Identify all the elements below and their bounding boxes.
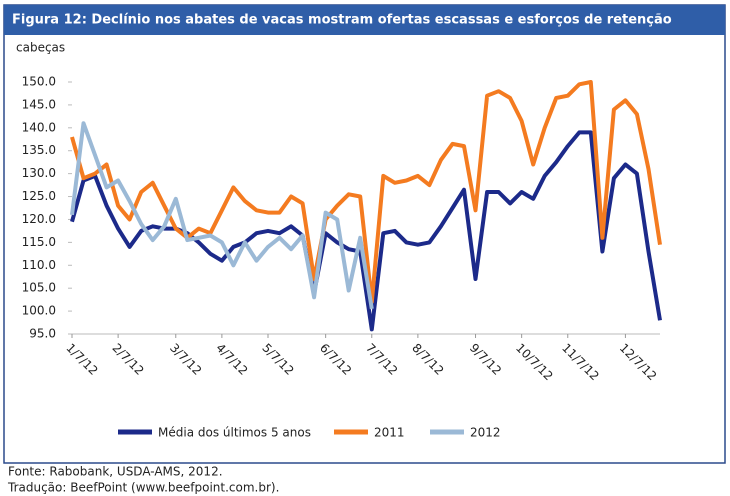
source: Tradução: BeefPoint (www.beefpoint.com.b… <box>7 481 279 495</box>
y-tick-label: 130.0 <box>22 166 56 180</box>
y-tick-label: 145.0 <box>22 97 56 111</box>
y-tick-label: 125.0 <box>22 189 56 203</box>
y-tick-label: 140.0 <box>22 120 56 134</box>
legend-label: 2012 <box>470 426 501 440</box>
source: Fonte: Rabobank, USDA-AMS, 2012. <box>8 465 223 479</box>
legend-label: 2011 <box>374 426 405 440</box>
legend-label: Média dos últimos 5 anos <box>158 426 311 440</box>
y-tick-label: 120.0 <box>22 212 56 226</box>
y-tick-label: 150.0 <box>22 75 56 89</box>
y-tick-label: 105.0 <box>22 281 56 295</box>
y-tick-label: 135.0 <box>22 143 56 157</box>
series-line <box>70 130 662 332</box>
y-axis-label: cabeças <box>16 41 65 55</box>
y-tick-label: 115.0 <box>22 235 56 249</box>
y-tick-label: 95.0 <box>29 327 56 341</box>
y-tick-label: 100.0 <box>22 304 56 318</box>
chart-title: Figura 12: Declínio nos abates de vacas … <box>12 13 672 28</box>
y-tick-label: 110.0 <box>22 258 56 272</box>
title-bar <box>4 5 725 35</box>
series-line <box>70 121 374 310</box>
